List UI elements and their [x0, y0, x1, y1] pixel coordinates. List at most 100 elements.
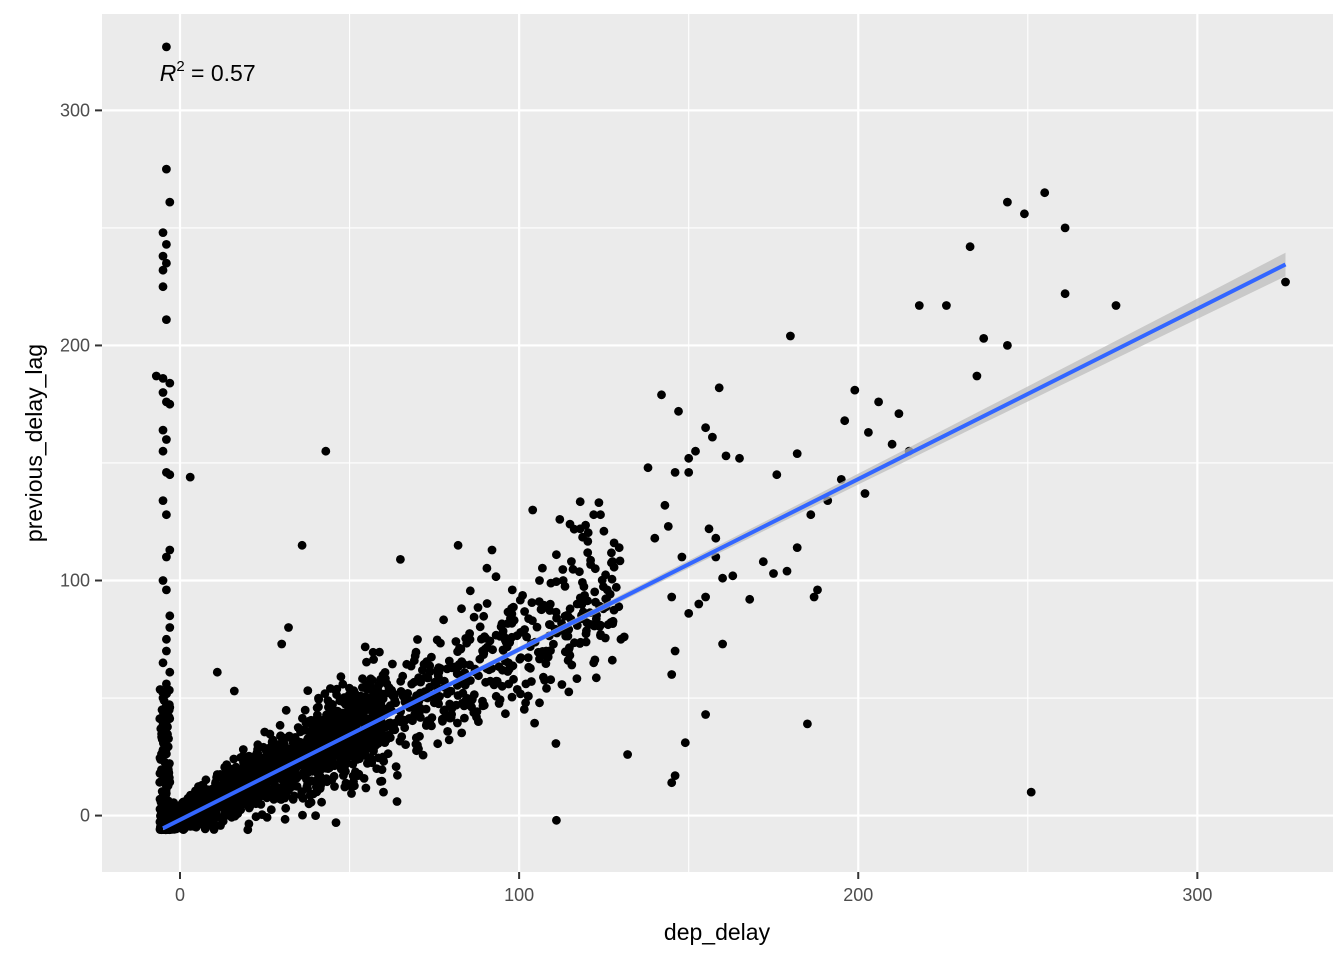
data-point: [564, 687, 574, 697]
data-point: [684, 453, 694, 463]
data-point: [469, 612, 479, 622]
data-point: [583, 528, 593, 538]
data-point: [611, 582, 621, 592]
data-point: [501, 709, 510, 719]
data-point: [453, 540, 463, 550]
data-point: [357, 692, 366, 701]
data-point: [301, 718, 311, 728]
data-point: [159, 709, 168, 718]
data-point: [1111, 301, 1121, 310]
data-point: [162, 164, 171, 174]
data-point: [165, 703, 175, 712]
data-point: [521, 698, 530, 708]
data-point: [338, 679, 348, 689]
data-point: [162, 679, 171, 689]
data-point: [432, 635, 442, 645]
data-point: [278, 775, 287, 785]
data-point: [536, 605, 546, 614]
data-point: [380, 721, 390, 731]
data-point: [371, 738, 381, 748]
data-point: [523, 691, 533, 701]
data-point: [314, 693, 323, 703]
data-point: [311, 811, 320, 820]
data-point: [345, 683, 354, 693]
data-point: [434, 672, 443, 682]
data-point: [546, 578, 556, 588]
data-point: [745, 594, 755, 604]
data-point: [347, 692, 356, 701]
data-point: [457, 728, 467, 738]
data-point: [460, 700, 470, 710]
data-point: [158, 282, 168, 292]
data-point: [360, 642, 370, 652]
data-point: [1040, 188, 1050, 198]
data-point: [396, 555, 405, 564]
data-point: [212, 770, 222, 779]
data-point: [522, 632, 531, 642]
data-point: [443, 689, 452, 699]
data-point: [942, 301, 951, 310]
data-point: [427, 713, 437, 723]
data-point: [465, 586, 475, 596]
data-point: [650, 533, 660, 543]
data-point: [335, 759, 345, 769]
data-point: [165, 545, 175, 555]
data-point: [237, 752, 247, 762]
data-point: [275, 720, 285, 730]
data-point: [670, 646, 680, 656]
data-point: [473, 603, 483, 612]
data-point: [317, 797, 326, 807]
data-point: [413, 635, 422, 644]
data-point: [336, 672, 346, 682]
data-point: [312, 717, 321, 727]
data-point: [657, 390, 666, 400]
data-point: [277, 745, 287, 754]
regression-fit: [162, 252, 1287, 831]
data-point: [415, 707, 424, 717]
data-point: [596, 510, 605, 520]
data-point: [874, 397, 883, 407]
data-point: [165, 399, 175, 409]
x-tick-label: 300: [1182, 885, 1212, 905]
data-point: [532, 622, 542, 632]
data-point: [607, 548, 616, 558]
data-point: [201, 775, 211, 785]
data-point: [292, 772, 302, 781]
data-point: [340, 782, 350, 792]
data-point: [813, 585, 822, 595]
data-point: [718, 573, 727, 583]
data-point: [348, 735, 358, 745]
data-point: [597, 575, 607, 585]
data-point: [582, 618, 592, 628]
data-point: [565, 604, 575, 614]
data-point: [327, 775, 337, 785]
data-point: [567, 557, 576, 566]
data-point: [769, 569, 778, 578]
data-point: [429, 698, 439, 708]
data-point: [333, 727, 343, 737]
data-point: [439, 615, 448, 625]
data-point: [162, 552, 171, 562]
data-point: [378, 752, 388, 762]
data-point: [758, 557, 768, 567]
r-squared-value: = 0.57: [185, 60, 256, 86]
data-point: [158, 251, 168, 261]
data-point: [161, 788, 171, 798]
data-point: [507, 618, 517, 628]
data-point: [465, 629, 474, 638]
r-squared-exponent: 2: [176, 58, 184, 75]
data-point: [670, 468, 680, 477]
data-point: [568, 564, 578, 574]
data-point: [660, 500, 670, 510]
data-point: [185, 472, 195, 482]
data-point: [409, 656, 419, 666]
data-point: [313, 775, 322, 784]
data-point: [425, 661, 435, 671]
data-point: [535, 698, 544, 708]
data-point: [782, 566, 792, 576]
data-point: [164, 813, 174, 822]
data-point: [806, 510, 816, 520]
data-point: [694, 599, 704, 609]
data-point: [165, 667, 175, 677]
data-point: [607, 574, 617, 584]
